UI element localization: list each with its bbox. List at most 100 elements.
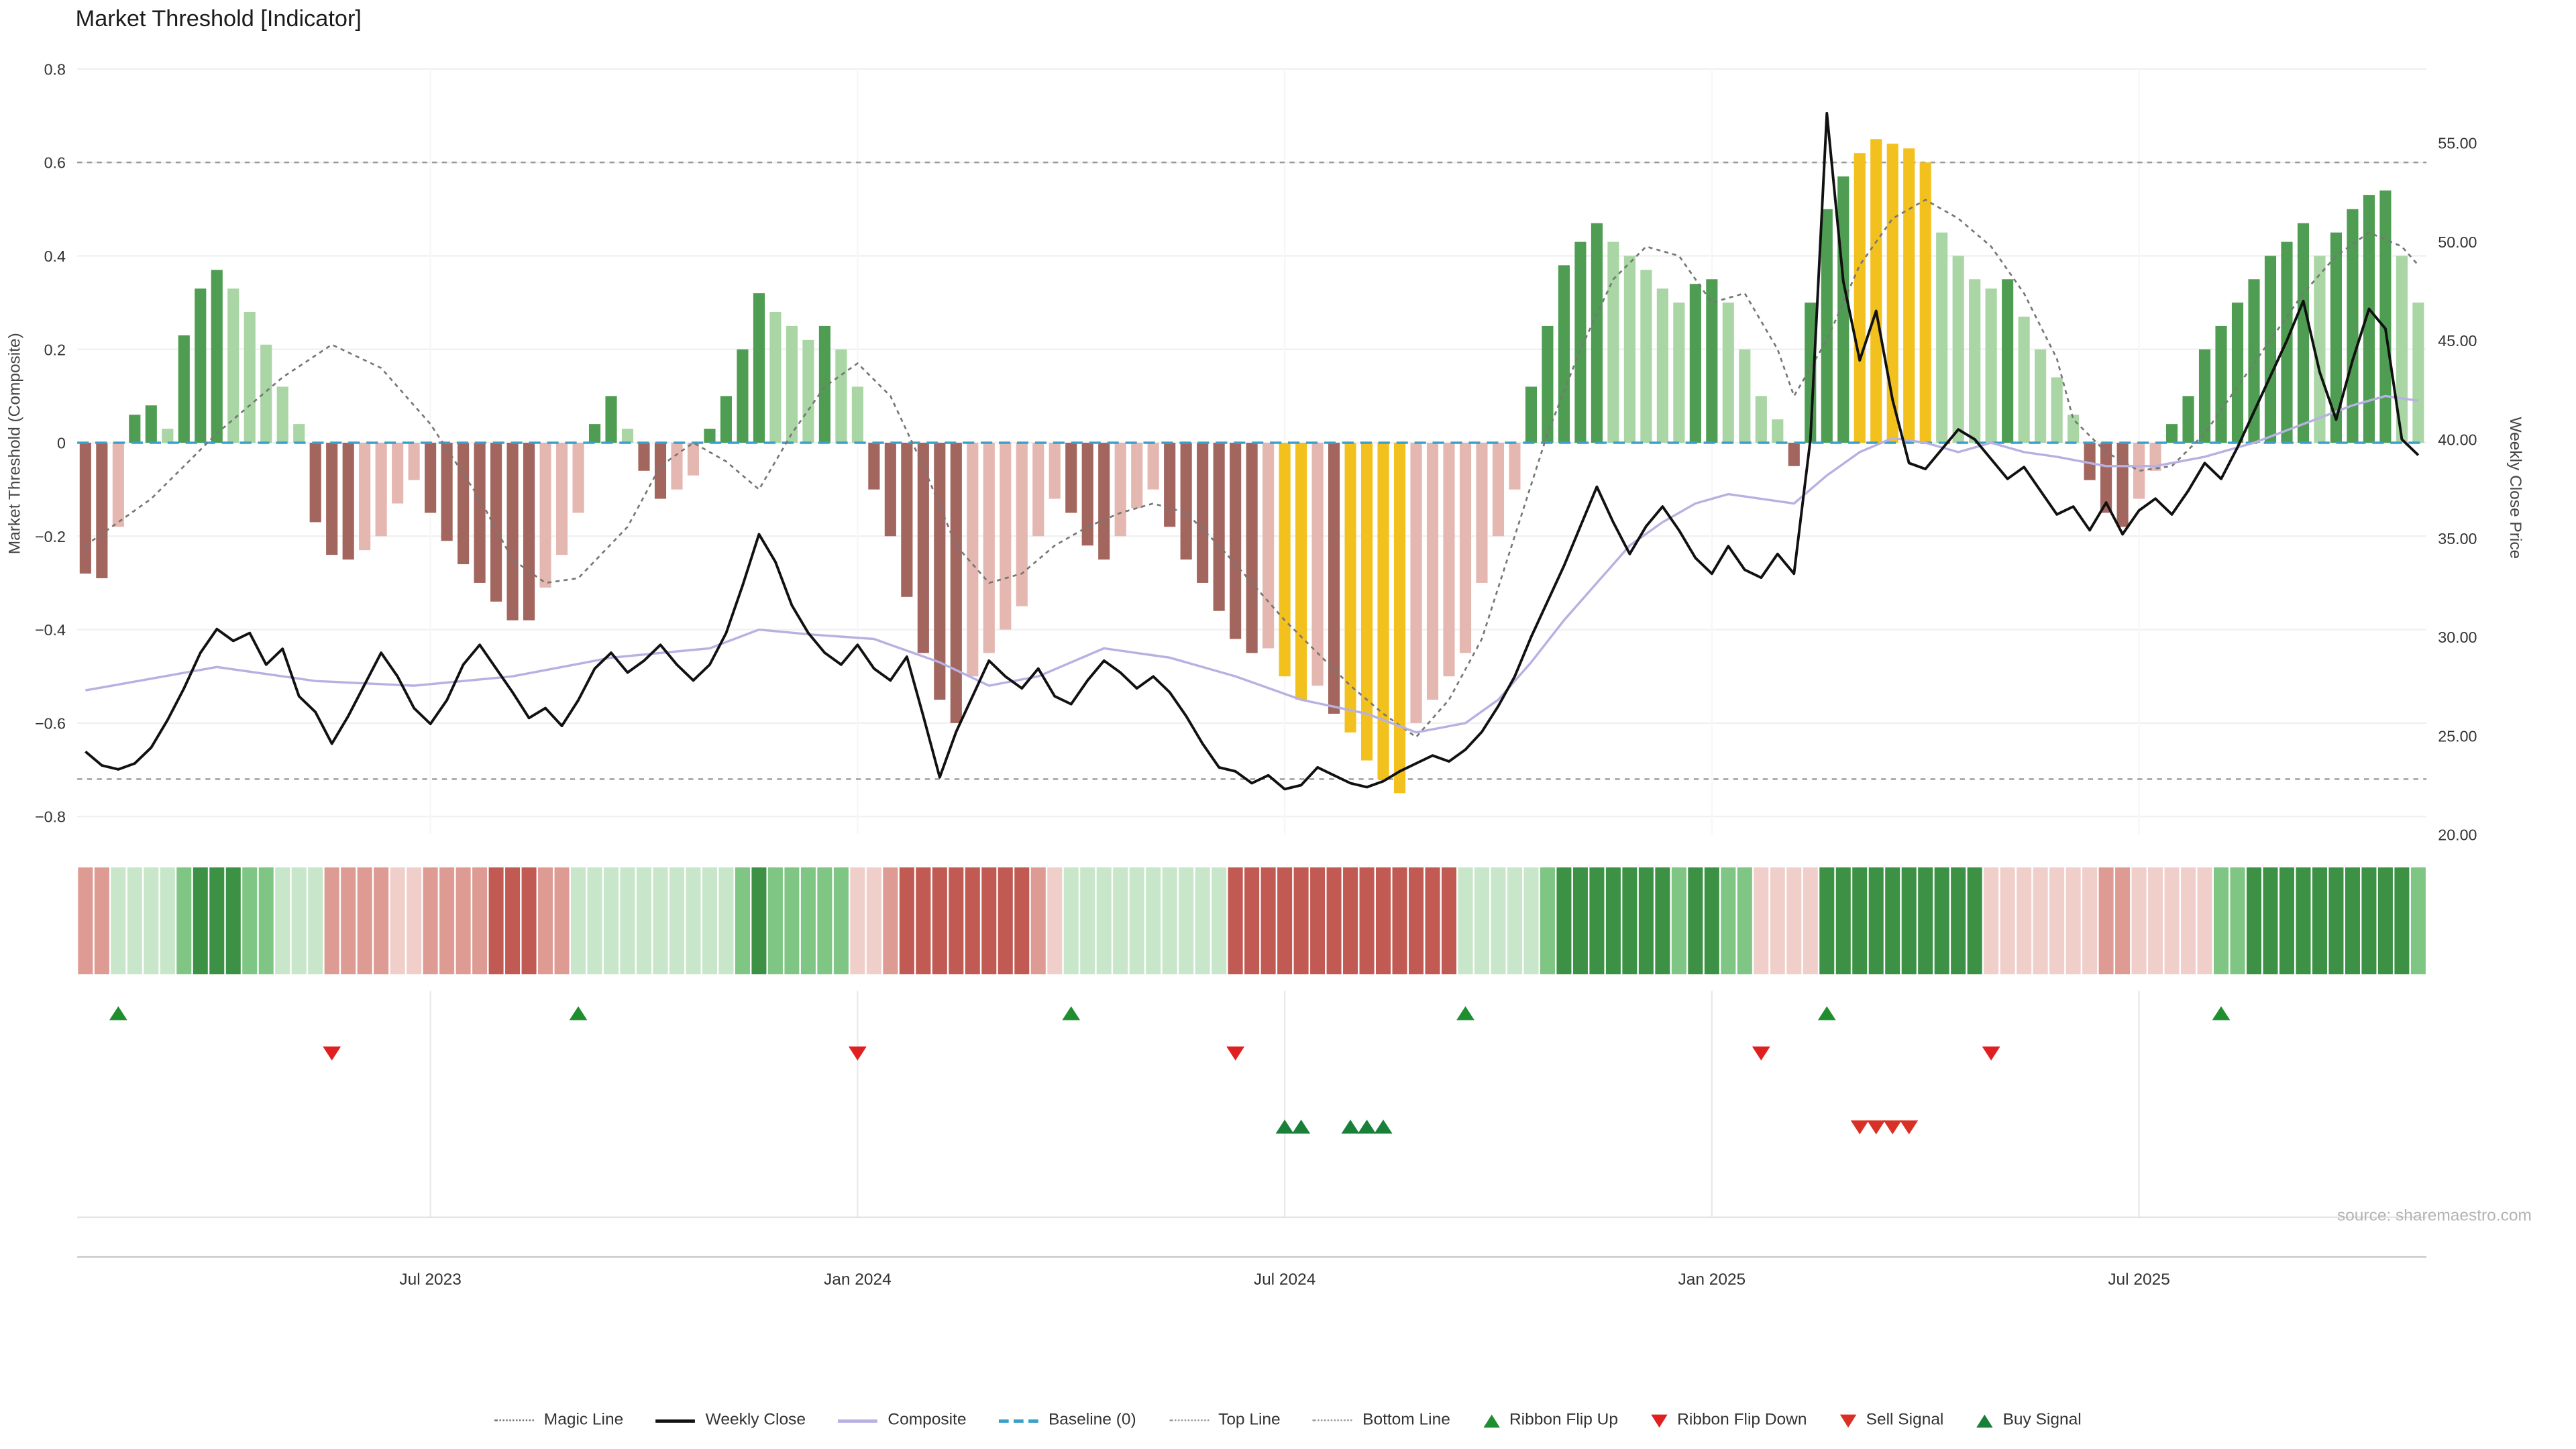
ribbon-cell: [1359, 867, 1375, 975]
ribbon-cell: [1113, 867, 1128, 975]
ribbon-cell: [1343, 867, 1358, 975]
legend-item-sell-signal[interactable]: Sell Signal: [1839, 1411, 1943, 1430]
composite-bar: [523, 443, 535, 621]
legend-item-weekly-close[interactable]: Weekly Close: [656, 1411, 806, 1430]
sell-signal-marker: [1900, 1120, 1919, 1135]
ribbon-cell: [1803, 867, 1818, 975]
ribbon-cell: [2098, 867, 2114, 975]
ribbon-cell: [2164, 867, 2180, 975]
composite-bar: [1673, 303, 1685, 443]
ribbon-cell: [521, 867, 537, 975]
ribbon-cell: [2065, 867, 2081, 975]
composite-bar: [490, 443, 502, 602]
ribbon-cell: [111, 867, 126, 975]
legend-marker-magic-line: [494, 1419, 535, 1421]
composite-bar: [2182, 396, 2194, 443]
ribbon-cell: [2345, 867, 2360, 975]
legend-label: Baseline (0): [1048, 1411, 1136, 1430]
composite-bar: [967, 443, 979, 677]
legend-marker-sell-signal: [1839, 1413, 1856, 1427]
y-left-tick: 0.2: [44, 341, 66, 358]
composite-bar: [1788, 443, 1800, 466]
weekly-close-line: [85, 111, 2420, 791]
composite-bar: [1081, 443, 1093, 546]
composite-bar: [1886, 144, 1898, 443]
composite-bar: [178, 335, 190, 443]
composite-bar: [309, 443, 321, 523]
legend-item-top-line[interactable]: Top Line: [1169, 1411, 1281, 1430]
composite-bar: [1903, 148, 1915, 443]
composite-bar: [802, 339, 814, 443]
composite-bar: [2215, 325, 2227, 443]
ribbon-cell: [817, 867, 833, 975]
ribbon-cell: [2033, 867, 2048, 975]
composite-bar: [227, 288, 239, 443]
composite-bar: [769, 312, 782, 443]
y-right-tick: 45.00: [2438, 332, 2477, 350]
composite-bar: [2035, 349, 2047, 443]
y-right-tick: 50.00: [2438, 233, 2477, 251]
y-left-tick: 0.4: [44, 248, 66, 265]
composite-bar: [2412, 303, 2424, 443]
composite-bar: [638, 443, 650, 471]
ribbon-cell: [2148, 867, 2163, 975]
x-tick-label: Jan 2024: [824, 1271, 892, 1289]
composite-bar: [2068, 415, 2080, 443]
composite-bar: [1476, 443, 1488, 583]
ribbon-cell: [1228, 867, 1243, 975]
composite-bar: [1607, 241, 1619, 443]
legend-item-magic-line[interactable]: Magic Line: [494, 1411, 623, 1430]
ribbon-cell: [390, 867, 405, 975]
legend-item-ribbon-flip-up[interactable]: Ribbon Flip Up: [1483, 1411, 1618, 1430]
legend-item-ribbon-flip-down[interactable]: Ribbon Flip Down: [1650, 1411, 1807, 1430]
composite-bar: [1213, 443, 1225, 611]
composite-bar: [326, 443, 338, 555]
ribbon-cell: [1179, 867, 1194, 975]
ribbon-cell: [2115, 867, 2131, 975]
composite-bar: [2314, 256, 2326, 443]
ribbon-cell: [1326, 867, 1342, 975]
composite-bar: [2248, 279, 2260, 443]
composite-bar: [1180, 443, 1192, 560]
legend-label: Buy Signal: [2002, 1411, 2082, 1430]
composite-bar: [950, 443, 962, 723]
ribbon-cell: [2361, 867, 2377, 975]
ribbon-cell: [554, 867, 570, 975]
ribbon-cell: [275, 867, 290, 975]
ribbon-cell: [341, 867, 356, 975]
composite-bar: [786, 325, 798, 443]
legend-marker-buy-signal: [1976, 1413, 1993, 1427]
composite-bar: [539, 443, 551, 588]
ribbon-cell: [718, 867, 734, 975]
composite-bar: [1377, 443, 1389, 780]
ribbon-cell: [2017, 867, 2032, 975]
ribbon-cell: [1704, 867, 1719, 975]
composite-bar: [1689, 284, 1701, 443]
ribbon-cell: [1523, 867, 1539, 975]
legend-item-bottom-line[interactable]: Bottom Line: [1313, 1411, 1450, 1430]
y-right-tick: 40.00: [2438, 431, 2477, 448]
y-left-tick: −0.4: [35, 621, 66, 639]
composite-bar: [2116, 443, 2129, 527]
ribbon-cell: [1770, 867, 1785, 975]
composite-bar: [1098, 443, 1110, 560]
ribbon-cell: [1737, 867, 1752, 975]
composite-bar: [2264, 256, 2277, 443]
legend-item-composite[interactable]: Composite: [838, 1411, 966, 1430]
ribbon-cell: [1507, 867, 1522, 975]
ribbon-flip-up-marker: [109, 1006, 127, 1020]
legend-item-baseline-0-[interactable]: Baseline (0): [999, 1411, 1136, 1430]
composite-bar: [2084, 443, 2096, 480]
legend-item-buy-signal[interactable]: Buy Signal: [1976, 1411, 2082, 1430]
sell-signal-marker: [1850, 1120, 1869, 1135]
ribbon-cell: [1392, 867, 1407, 975]
composite-bar: [1032, 443, 1044, 537]
ribbon-cell: [1885, 867, 1900, 975]
sell-signal-marker: [1867, 1120, 1886, 1135]
composite-bar: [1574, 241, 1587, 443]
legend-label: Top Line: [1218, 1411, 1281, 1430]
ribbon-flip-up-marker: [1817, 1006, 1836, 1020]
ribbon-cell: [1967, 867, 1982, 975]
